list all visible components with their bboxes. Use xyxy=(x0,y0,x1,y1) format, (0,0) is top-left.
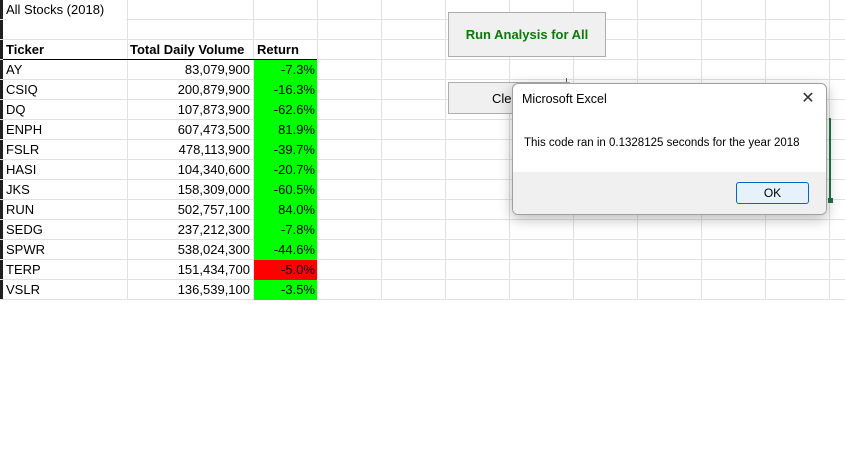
cell-selection-border xyxy=(826,118,831,201)
grid-line xyxy=(0,119,845,120)
sheet-title[interactable]: All Stocks (2018) xyxy=(6,0,126,20)
volume-cell[interactable]: 83,079,900 xyxy=(184,62,250,77)
ticker-cell[interactable]: RUN xyxy=(6,202,35,217)
button-edge xyxy=(566,78,571,84)
volume-cell[interactable]: 158,309,000 xyxy=(177,182,250,197)
grid-line xyxy=(0,159,845,160)
grid-line xyxy=(0,299,845,300)
grid-line xyxy=(0,139,845,140)
return-cell[interactable]: -3.5% xyxy=(254,280,317,300)
ticker-cell[interactable]: JKS xyxy=(6,182,30,197)
return-cell[interactable]: 81.9% xyxy=(254,120,317,140)
grid-line xyxy=(0,19,845,20)
volume-cell[interactable]: 237,212,300 xyxy=(177,222,250,237)
return-cell[interactable]: -62.6% xyxy=(254,100,317,120)
volume-cell[interactable]: 502,757,100 xyxy=(177,202,250,217)
run-analysis-button[interactable]: Run Analysis for All xyxy=(448,12,606,57)
grid-line xyxy=(0,259,845,260)
ticker-cell[interactable]: CSIQ xyxy=(6,82,38,97)
return-cell[interactable]: -44.6% xyxy=(254,240,317,260)
grid-line xyxy=(509,0,510,300)
return-cell[interactable]: -7.8% xyxy=(254,220,317,240)
volume-cell[interactable]: 104,340,600 xyxy=(177,162,250,177)
grid-line xyxy=(0,39,845,40)
fill-handle[interactable] xyxy=(828,198,833,203)
close-icon[interactable]: ✕ xyxy=(801,90,815,107)
grid-line xyxy=(0,279,845,280)
return-cell[interactable]: 84.0% xyxy=(254,200,317,220)
ticker-cell[interactable]: ENPH xyxy=(6,122,43,137)
grid-line xyxy=(0,99,845,100)
ok-button[interactable]: OK xyxy=(736,182,809,204)
dialog-message: This code ran in 0.1328125 seconds for t… xyxy=(524,137,800,149)
grid-line xyxy=(0,59,845,60)
ticker-cell[interactable]: SEDG xyxy=(6,222,43,237)
ticker-cell[interactable]: TERP xyxy=(6,262,41,277)
header-ticker[interactable]: Ticker xyxy=(6,42,45,57)
grid-line xyxy=(445,0,446,300)
return-cell[interactable]: -20.7% xyxy=(254,160,317,180)
grid-line xyxy=(0,79,845,80)
header-underline xyxy=(253,59,317,60)
volume-cell[interactable]: 200,879,900 xyxy=(177,82,250,97)
volume-cell[interactable]: 151,434,700 xyxy=(177,262,250,277)
message-dialog: Microsoft Excel ✕ This code ran in 0.132… xyxy=(512,83,827,215)
volume-cell[interactable]: 107,873,900 xyxy=(177,102,250,117)
dialog-title: Microsoft Excel xyxy=(522,92,607,106)
grid-line xyxy=(0,179,845,180)
volume-cell[interactable]: 478,113,900 xyxy=(178,142,250,157)
ticker-cell[interactable]: FSLR xyxy=(6,142,40,157)
volume-cell[interactable]: 607,473,500 xyxy=(177,122,250,137)
header-return[interactable]: Return xyxy=(257,42,299,57)
ticker-cell[interactable]: VSLR xyxy=(6,282,40,297)
grid-line xyxy=(0,239,845,240)
volume-cell[interactable]: 136,539,100 xyxy=(177,282,250,297)
ticker-cell[interactable]: HASI xyxy=(6,162,37,177)
ticker-cell[interactable]: AY xyxy=(6,62,23,77)
volume-cell[interactable]: 538,024,300 xyxy=(177,242,250,257)
row-header-edge xyxy=(0,0,3,300)
grid-line xyxy=(127,0,128,300)
header-underline xyxy=(3,59,253,60)
header-volume[interactable]: Total Daily Volume xyxy=(130,42,245,57)
return-cell[interactable]: -39.7% xyxy=(254,140,317,160)
return-cell[interactable]: -7.3% xyxy=(254,60,317,80)
spreadsheet-grid[interactable]: All Stocks (2018) Ticker Total Daily Vol… xyxy=(0,0,845,300)
grid-line xyxy=(0,219,845,220)
return-cell[interactable]: -60.5% xyxy=(254,180,317,200)
grid-line xyxy=(0,199,845,200)
ticker-cell[interactable]: DQ xyxy=(6,102,26,117)
grid-line xyxy=(317,0,318,300)
return-cell[interactable]: -5.0% xyxy=(254,260,317,280)
grid-line xyxy=(253,0,254,300)
ticker-cell[interactable]: SPWR xyxy=(6,242,45,257)
return-cell[interactable]: -16.3% xyxy=(254,80,317,100)
grid-line xyxy=(381,0,382,300)
